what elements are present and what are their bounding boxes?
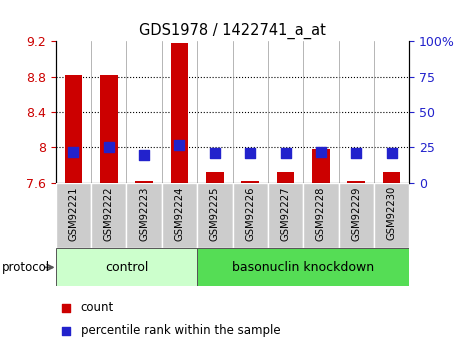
Bar: [303, 183, 339, 248]
Point: [317, 149, 325, 155]
Bar: [126, 183, 162, 248]
Point: [176, 142, 183, 147]
Bar: [232, 183, 268, 248]
Text: control: control: [105, 261, 148, 274]
Bar: [268, 183, 303, 248]
Text: GSM92221: GSM92221: [68, 186, 79, 240]
Text: GSM92228: GSM92228: [316, 186, 326, 240]
Text: GSM92222: GSM92222: [104, 186, 114, 240]
Bar: [197, 248, 409, 286]
Bar: [65, 75, 82, 183]
Bar: [100, 75, 118, 183]
Bar: [91, 183, 126, 248]
Bar: [277, 172, 294, 183]
Point: [211, 150, 219, 156]
Bar: [374, 183, 409, 248]
Bar: [135, 181, 153, 183]
Text: GSM92229: GSM92229: [351, 186, 361, 240]
Text: count: count: [80, 301, 114, 314]
Text: basonuclin knockdown: basonuclin knockdown: [232, 261, 374, 274]
Title: GDS1978 / 1422741_a_at: GDS1978 / 1422741_a_at: [139, 22, 326, 39]
Text: GSM92224: GSM92224: [174, 186, 185, 240]
Point: [140, 152, 148, 157]
Point: [352, 150, 360, 156]
Bar: [312, 149, 330, 183]
Bar: [56, 183, 91, 248]
Point: [246, 150, 254, 156]
Point: [63, 305, 70, 310]
Bar: [241, 181, 259, 183]
Text: GSM92230: GSM92230: [386, 186, 397, 240]
Bar: [171, 43, 188, 183]
Point: [282, 150, 289, 156]
Text: GSM92223: GSM92223: [139, 186, 149, 240]
Text: protocol: protocol: [2, 261, 50, 274]
Bar: [206, 172, 224, 183]
Point: [105, 145, 113, 150]
Text: GSM92225: GSM92225: [210, 186, 220, 240]
Text: GSM92226: GSM92226: [245, 186, 255, 240]
Bar: [162, 183, 197, 248]
Bar: [56, 248, 197, 286]
Bar: [347, 181, 365, 183]
Text: GSM92227: GSM92227: [280, 186, 291, 240]
Point: [63, 328, 70, 333]
Bar: [197, 183, 232, 248]
Bar: [339, 183, 374, 248]
Point: [388, 150, 395, 156]
Bar: [383, 172, 400, 183]
Text: percentile rank within the sample: percentile rank within the sample: [80, 324, 280, 337]
Point: [70, 149, 77, 155]
